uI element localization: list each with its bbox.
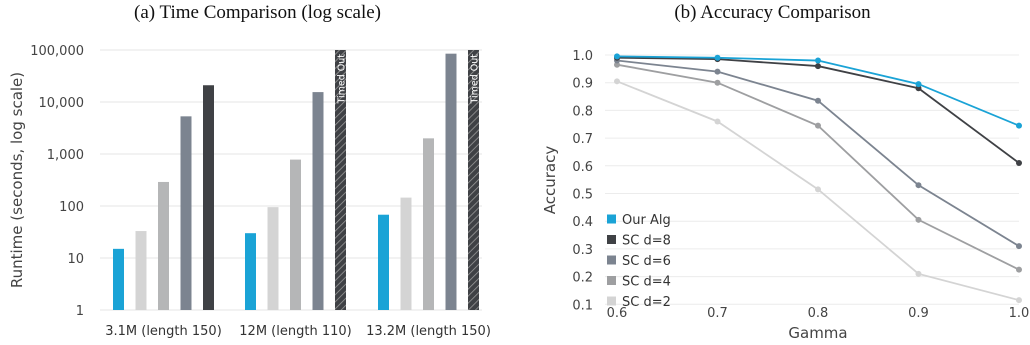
x-tick-label: 0.6 xyxy=(607,306,628,321)
data-point xyxy=(714,79,721,86)
y-tick-label: 1.0 xyxy=(572,49,593,64)
y-tick-label: 0.1 xyxy=(572,298,593,313)
data-point xyxy=(614,53,620,60)
data-point xyxy=(915,182,922,189)
legend-label: Our Alg xyxy=(622,213,671,228)
data-point xyxy=(815,97,821,104)
y-tick-label: 0.7 xyxy=(572,132,593,147)
runtime-chart: 1 10 100 1,000 10,000 100,000 Runtime (seconds… xyxy=(8,44,491,339)
y-axis-label: Accuracy xyxy=(541,146,559,215)
bar xyxy=(445,53,457,310)
data-point xyxy=(915,81,922,88)
y-tick-label: 1,000 xyxy=(47,148,84,163)
legend-label: SC d=2 xyxy=(622,295,671,310)
runtime-chart-panel: (a) Time Comparison (log scale) 1 10 100 1,… xyxy=(8,2,491,339)
data-point xyxy=(815,63,821,70)
data-point xyxy=(714,118,721,125)
legend-swatch xyxy=(607,235,616,244)
data-point xyxy=(815,57,821,64)
bar xyxy=(245,233,256,310)
data-point xyxy=(815,186,821,193)
accuracy-chart-panel: (b) Accuracy Comparison 0.1 0.2 0.3 0.4 0.5 0… xyxy=(515,0,1030,345)
data-point xyxy=(1016,243,1022,250)
y-tick-label: 0.8 xyxy=(572,104,593,119)
bar xyxy=(113,248,124,310)
y-tick-label: 0.5 xyxy=(572,188,593,203)
data-point xyxy=(915,216,922,223)
x-category-label: 12M (length 110) xyxy=(239,324,351,339)
bar xyxy=(290,159,301,310)
legend-label: SC d=6 xyxy=(622,254,671,269)
bar xyxy=(203,85,214,310)
y-tick-label: 10 xyxy=(67,252,84,267)
data-point xyxy=(714,68,721,75)
data-point xyxy=(1016,266,1022,273)
data-point xyxy=(1016,122,1022,129)
timed-out-label: Timed Out xyxy=(470,54,481,105)
runtime-chart-title: (a) Time Comparison (log scale) xyxy=(134,2,381,23)
bar xyxy=(312,92,324,310)
y-axis-label: Runtime (seconds, log scale) xyxy=(8,72,26,288)
data-point xyxy=(614,61,620,68)
timed-out-bar xyxy=(468,50,479,310)
data-point xyxy=(614,78,620,85)
data-point xyxy=(915,85,922,92)
y-tick-label: 100 xyxy=(59,200,84,215)
y-tick-label: 0.2 xyxy=(572,271,593,286)
data-point xyxy=(815,122,821,129)
y-tick-label: 10,000 xyxy=(39,96,85,111)
y-tick-label: 100,000 xyxy=(30,44,84,59)
data-point xyxy=(714,54,721,61)
x-tick-label: 0.8 xyxy=(808,306,829,321)
bar xyxy=(423,138,434,310)
series-line xyxy=(616,63,1020,271)
legend-swatch xyxy=(607,276,616,285)
bar xyxy=(267,207,279,310)
data-point xyxy=(1016,160,1022,167)
legend-swatch xyxy=(607,214,616,224)
timed-out-label: Timed Out xyxy=(337,54,348,105)
accuracy-chart: 0.1 0.2 0.3 0.4 0.5 0.6 0.7 0.8 0.9 1.0 0.6 0.7 0.8 0… xyxy=(541,49,1030,342)
bar xyxy=(400,197,412,310)
x-tick-label: 0.7 xyxy=(707,306,728,321)
data-point xyxy=(915,270,922,277)
x-tick-label: 1.0 xyxy=(1009,306,1030,321)
x-category-label: 13.2M (length 150) xyxy=(366,324,491,339)
bar xyxy=(180,116,192,311)
bar xyxy=(378,214,389,310)
y-tick-label: 0.3 xyxy=(572,243,593,258)
y-tick-label: 0.4 xyxy=(572,215,593,230)
x-tick-label: 0.9 xyxy=(908,306,929,321)
bar xyxy=(135,231,147,310)
y-tick-label: 0.6 xyxy=(572,160,593,175)
y-tick-label: 1 xyxy=(76,304,84,319)
data-point xyxy=(1016,297,1022,304)
legend-swatch xyxy=(607,296,616,306)
timed-out-bar xyxy=(335,50,346,310)
legend-swatch xyxy=(607,255,616,265)
x-axis-label: Gamma xyxy=(788,324,847,342)
legend-label: SC d=4 xyxy=(622,275,671,290)
series-line xyxy=(616,59,1020,247)
legend-label: SC d=8 xyxy=(622,234,671,249)
y-tick-label: 0.9 xyxy=(572,77,593,92)
bar xyxy=(158,181,169,310)
accuracy-chart-title: (b) Accuracy Comparison xyxy=(674,2,871,23)
x-category-label: 3.1M (length 150) xyxy=(105,324,222,339)
